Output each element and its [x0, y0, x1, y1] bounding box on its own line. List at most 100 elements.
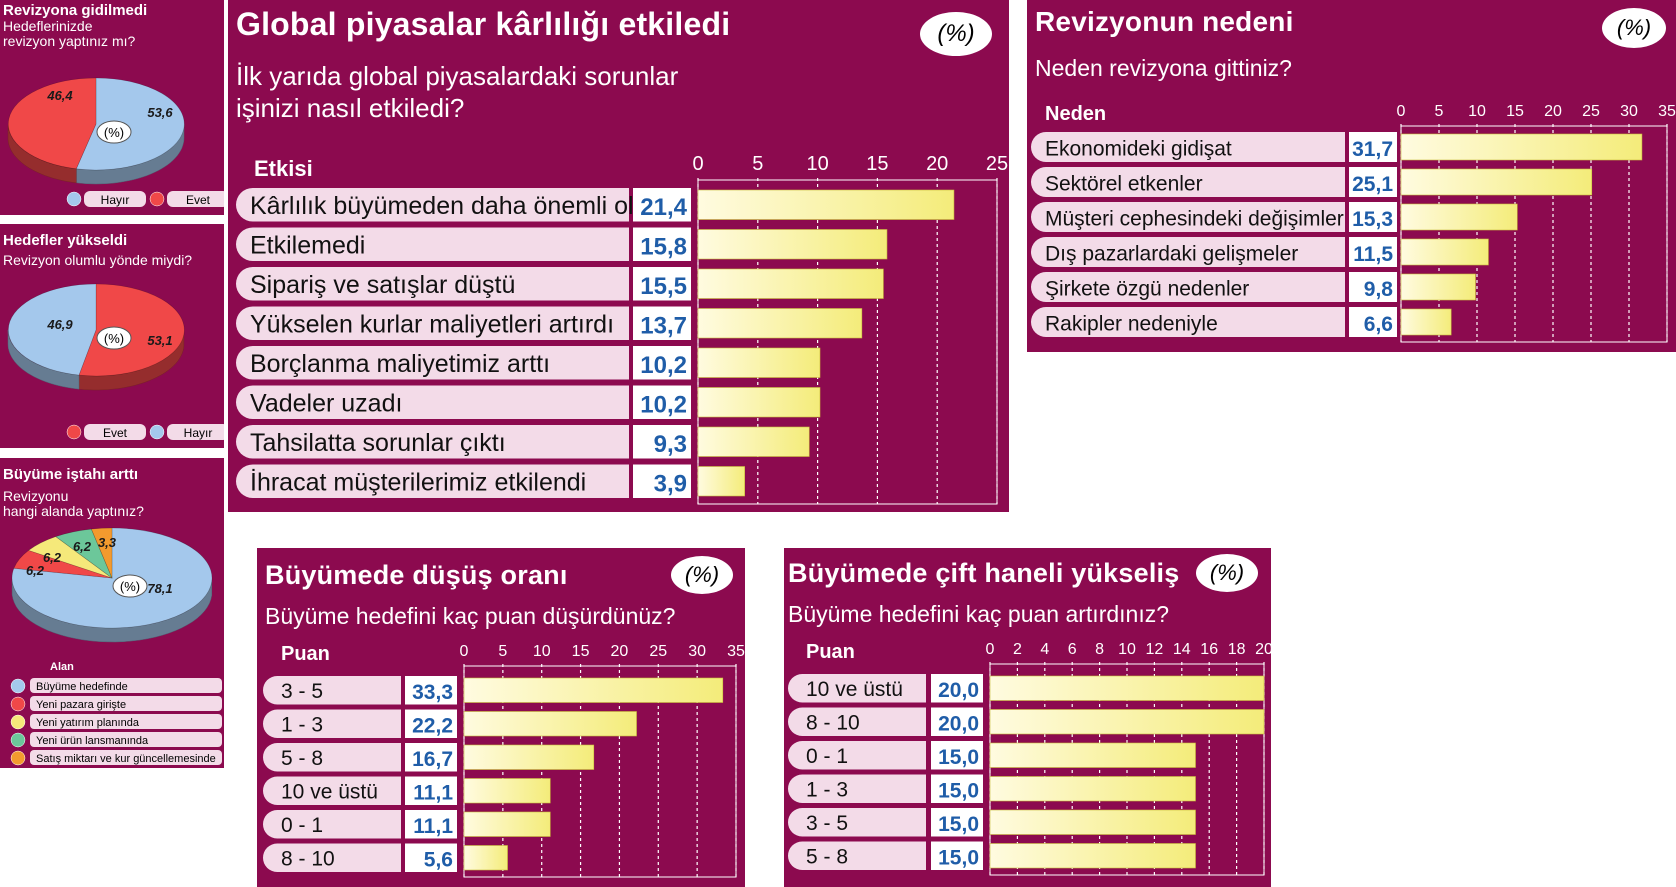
value-label: 20,0 [938, 679, 979, 702]
category-label-bg [263, 709, 401, 738]
category-label-bg [788, 741, 926, 770]
x-tick-label: 10 [1118, 641, 1136, 658]
category-label-bg-end [595, 267, 629, 301]
pie-panel-buyume-istahi-artti: Büyüme iştahı arttı Revizyonu hangi alan… [0, 458, 224, 768]
category-label-bg [788, 841, 926, 870]
value-label: 15,0 [938, 846, 979, 869]
category-label: Borçlanma maliyetimiz arttı [250, 350, 550, 378]
pie-value-label: 53,1 [147, 333, 172, 348]
category-header: Puan [806, 641, 855, 663]
category-label-bg [236, 227, 629, 261]
category-label-bg-end [1315, 237, 1345, 267]
category-label-bg-end [595, 385, 629, 419]
pie-unit-label: (%) [104, 125, 124, 140]
bar [697, 229, 888, 260]
x-tick-label: 0 [986, 641, 995, 658]
legend-label: Yeni ürün lansmanında [36, 735, 149, 747]
category-label-bg-end [595, 188, 629, 222]
value-label-bg [633, 464, 691, 498]
category-label-bg-end [372, 776, 401, 805]
legend-label: Yeni yatırım planında [36, 717, 140, 729]
pie-value-label: 6,2 [43, 550, 62, 565]
bar-chart-svg: Puan 0 5 10 15 20 25 30 35 3 - 5 33,3 1 - 3 22,2 5 - … [263, 643, 745, 878]
category-label-bg [236, 385, 629, 419]
category-label: Sektörel etkenler [1045, 172, 1203, 195]
value-label: 13,7 [640, 312, 687, 339]
category-header: Etkisi [254, 156, 313, 181]
legend-label-bg [30, 696, 222, 711]
value-label: 15,0 [938, 779, 979, 802]
value-label-bg [405, 843, 457, 872]
category-label-bg [263, 676, 401, 705]
category-label: Sipariş ve satışlar düştü [250, 271, 515, 299]
pie-slice [7, 77, 97, 170]
value-label: 3,9 [654, 470, 687, 497]
value-label: 22,2 [412, 714, 453, 737]
legend-title: Alan [50, 661, 74, 673]
category-label: Tahsilatta sorunlar çıktı [250, 429, 506, 457]
value-label-bg [1349, 307, 1397, 337]
value-label: 10,2 [640, 352, 687, 379]
legend-label: Büyüme hedefinde [36, 681, 128, 693]
chart-question: İlk yarıda global piyasalardaki sorunlar… [236, 61, 679, 123]
value-label: 15,0 [938, 813, 979, 836]
category-label: Şirkete özgü nedenler [1045, 277, 1249, 300]
category-label: İhracat müşterilerimiz etkilendi [250, 468, 586, 497]
category-label-bg [788, 707, 926, 736]
value-label: 21,4 [640, 194, 687, 221]
value-label-bg [633, 425, 691, 459]
pie-unit-badge [96, 326, 132, 350]
bar-chart-svg: Puan 0 2 4 6 8 10 12 14 16 18 20 10 ve üstü 20,0 8 - 1… [788, 641, 1271, 876]
chart-question: Büyüme hedefini kaç puan düşürdünüz? [265, 603, 676, 629]
category-label: Kârlılık büyümeden daha önemli oldu [250, 192, 661, 220]
legend-label: Evet [103, 426, 128, 440]
value-label: 9,3 [654, 431, 687, 458]
legend-swatch [66, 191, 82, 207]
category-label: Müşteri cephesindeki değişimler [1045, 207, 1344, 230]
bar [989, 742, 1196, 768]
bar [697, 189, 955, 220]
category-label: 0 - 1 [281, 814, 323, 837]
category-label: Ekonomideki gidişat [1045, 137, 1232, 160]
value-label: 31,7 [1352, 138, 1393, 161]
x-tick-label: 5 [498, 643, 507, 660]
pie-slice [11, 527, 213, 629]
pie-slice-side [7, 329, 80, 390]
legend-label: Hayır [184, 426, 213, 440]
legend-label-bg [167, 424, 224, 440]
category-label-bg-end [595, 464, 629, 498]
bar [463, 778, 551, 804]
x-tick-label: 5 [752, 153, 763, 175]
value-label: 10,2 [640, 391, 687, 418]
category-label-bg-end [897, 841, 926, 870]
category-label-bg [236, 464, 629, 498]
value-label-bg [633, 267, 691, 301]
percent-badge: (%) [920, 12, 992, 56]
x-tick-label: 2 [1013, 641, 1022, 658]
pie-value-label: 46,9 [46, 317, 73, 332]
percent-badge: (%) [671, 556, 733, 594]
legend-label: Evet [186, 193, 211, 207]
category-label: 5 - 8 [806, 846, 848, 869]
pie-slice [78, 283, 185, 377]
legend-swatch [66, 424, 82, 440]
category-label-bg-end [897, 808, 926, 837]
category-label-bg-end [372, 709, 401, 738]
category-label-bg [263, 743, 401, 772]
category-label-bg-end [1315, 272, 1345, 302]
x-tick-label: 4 [1040, 641, 1049, 658]
bar [989, 709, 1265, 735]
category-label-bg-end [595, 425, 629, 459]
legend-swatch [149, 191, 165, 207]
legend-swatch [10, 732, 26, 748]
category-label-bg-end [372, 843, 401, 872]
bar [1400, 273, 1476, 301]
pie-value-label: 78,1 [147, 581, 172, 596]
category-label-bg-end [595, 227, 629, 261]
value-label-bg [405, 743, 457, 772]
category-label-bg-end [897, 741, 926, 770]
x-tick-label: 6 [1068, 641, 1077, 658]
bar [989, 809, 1196, 835]
category-label-bg [263, 810, 401, 839]
value-label-bg [1349, 132, 1397, 162]
